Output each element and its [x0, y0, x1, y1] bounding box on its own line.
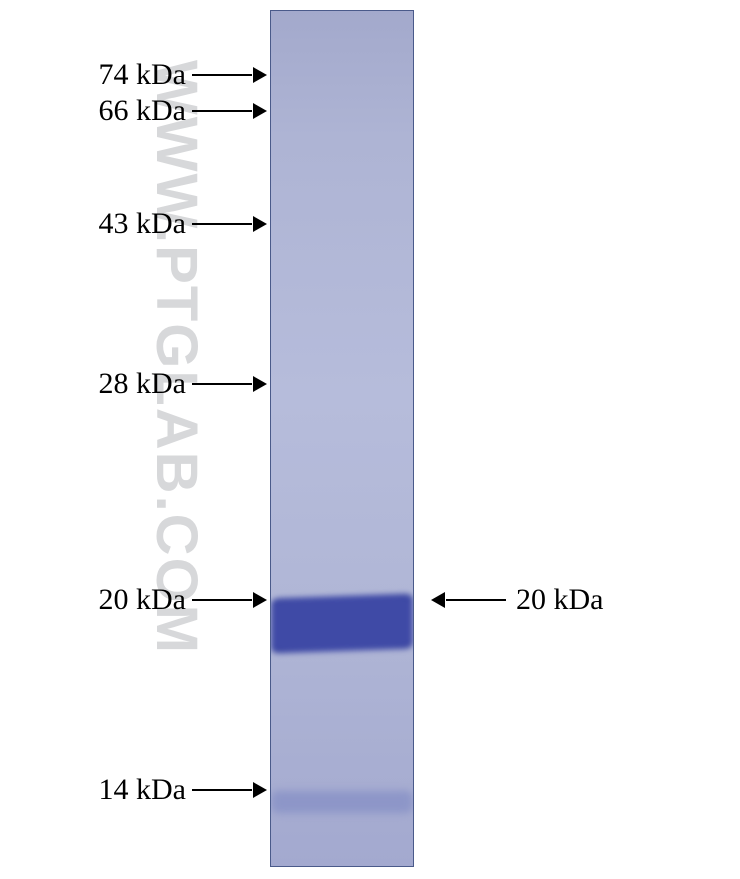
arrow-right-icon — [192, 592, 266, 608]
mw-marker-label: 66 kDa — [99, 94, 192, 128]
mw-marker: 28 kDa — [0, 366, 266, 402]
arrow-right-icon — [192, 216, 266, 232]
watermark-text: WWW.PTGLAB.COM — [143, 60, 210, 655]
arrow-left-icon — [432, 592, 506, 608]
gel-lane — [270, 10, 414, 867]
mw-marker: 74 kDa — [0, 57, 266, 93]
arrow-right-icon — [192, 376, 266, 392]
band-annotation-label: 20 kDa — [506, 583, 603, 617]
mw-marker: 66 kDa — [0, 93, 266, 129]
mw-marker-label: 20 kDa — [99, 583, 192, 617]
mw-marker-label: 74 kDa — [99, 58, 192, 92]
arrow-right-icon — [192, 103, 266, 119]
arrow-right-icon — [192, 67, 266, 83]
arrow-right-icon — [192, 782, 266, 798]
band-annotation: 20 kDa — [432, 582, 603, 618]
gel-band — [271, 594, 413, 654]
mw-marker: 14 kDa — [0, 772, 266, 808]
mw-marker: 43 kDa — [0, 206, 266, 242]
mw-marker-label: 43 kDa — [99, 207, 192, 241]
gel-lane-background — [271, 11, 413, 866]
mw-marker-label: 14 kDa — [99, 773, 192, 807]
mw-marker: 20 kDa — [0, 582, 266, 618]
gel-band — [271, 791, 413, 813]
mw-marker-label: 28 kDa — [99, 367, 192, 401]
